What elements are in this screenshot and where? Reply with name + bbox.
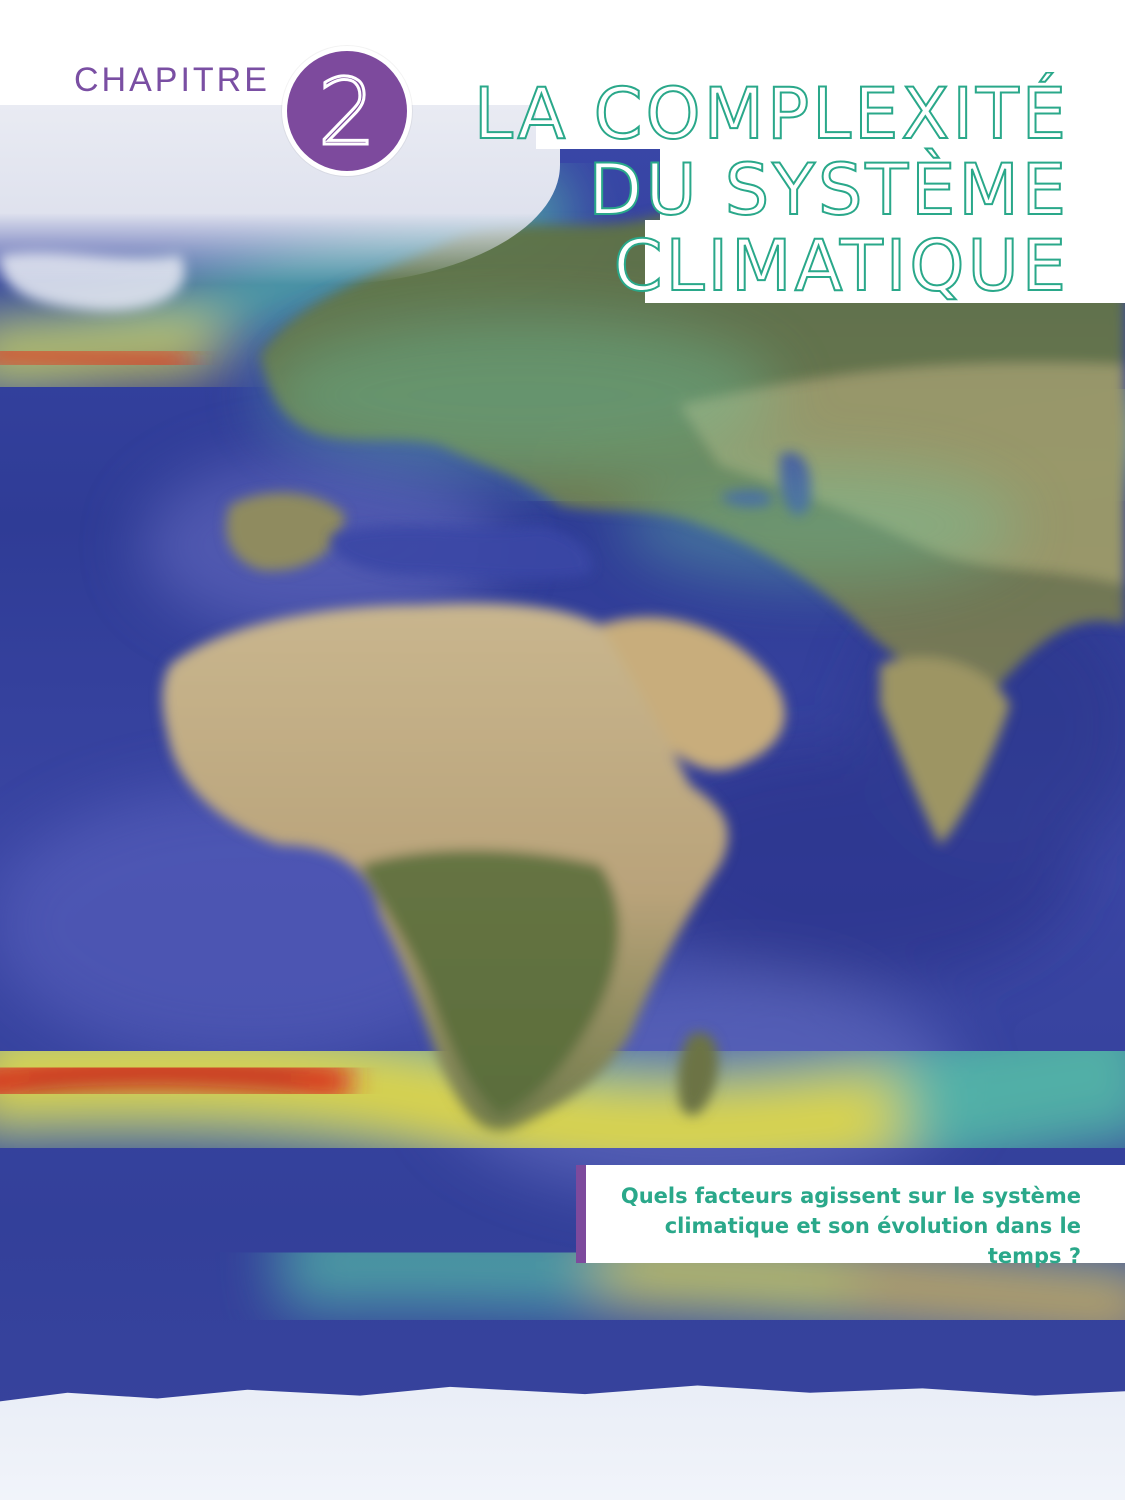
title-box-line3 (645, 220, 1125, 303)
chapter-question-line2: climatique et son évolution dans le temp… (664, 1214, 1081, 1268)
wind-map-svg (0, 159, 1125, 1348)
chapter-title-line1: LA COMPLEXITÉ (473, 73, 1069, 155)
greenland-ice (0, 105, 560, 285)
chapter-title-line2: DU SYSTÈME (587, 149, 1069, 231)
chapter-title: LA COMPLEXITÉ DU SYSTÈME CLIMATIQUE (473, 73, 1069, 307)
title-box-line1 (536, 85, 1125, 149)
chapter-number: 2 (316, 59, 378, 166)
chapter-label: CHAPITRE (74, 61, 270, 99)
chapter-question-box: Quels facteurs agissent sur le système c… (576, 1165, 1125, 1268)
chapter-question: Quels facteurs agissent sur le système c… (601, 1181, 1081, 1271)
title-box-line2 (660, 145, 1125, 225)
chapter-number-badge: 2 (282, 46, 412, 176)
chapter-question-line1: Quels facteurs agissent sur le système (620, 1184, 1081, 1208)
antarctica-ice (0, 1385, 1125, 1500)
climate-wind-map-illustration (0, 105, 1125, 1500)
chapter-title-line3: CLIMATIQUE (613, 225, 1069, 307)
